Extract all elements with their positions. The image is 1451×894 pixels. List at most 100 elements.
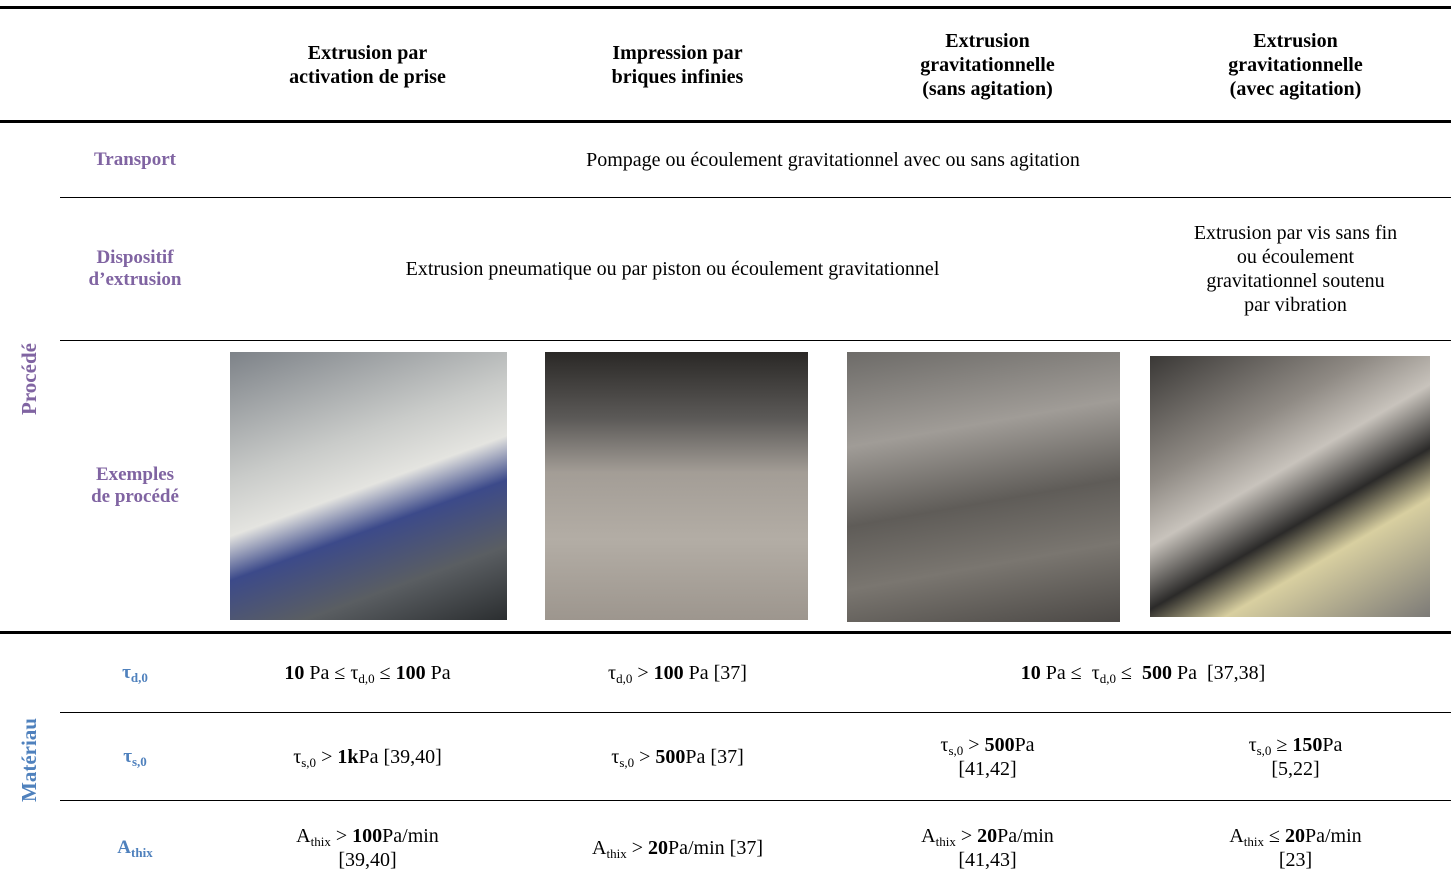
text-run: τ xyxy=(293,745,302,768)
cell: Athix > 20Pa/min [41,43] xyxy=(835,801,1140,894)
text-run: Pa [37] xyxy=(685,745,744,768)
row-label: Exemples de procédé xyxy=(60,341,210,631)
text-run: A xyxy=(117,836,132,858)
text-line: [41,43] xyxy=(958,848,1016,872)
text-run: 100 xyxy=(395,662,426,684)
text-run: > xyxy=(955,824,978,847)
text-line: gravitationnelle xyxy=(1228,53,1363,76)
text-line: gravitationnel soutenu xyxy=(1206,270,1385,292)
text-run: thix xyxy=(606,845,627,861)
header-cell: Extrusion par activation de prise xyxy=(215,9,520,120)
text-run: 500 xyxy=(1141,662,1172,684)
cell: 10 Pa ≤ τd,0 ≤ 100 Pa xyxy=(215,634,520,712)
text-line: 10 Pa ≤ τd,0 ≤ 500 Pa [37,38] xyxy=(1021,661,1266,685)
text-run: Pa/min xyxy=(997,824,1054,847)
text-run: > xyxy=(632,662,654,684)
text-run: > xyxy=(634,745,656,768)
text-run: ≤ xyxy=(374,662,396,684)
header-cell: Impression par briques infinies xyxy=(525,9,830,120)
text-line: Extrusion xyxy=(945,29,1030,52)
text-run: Pa xyxy=(1322,733,1343,756)
text-run: > xyxy=(626,836,648,859)
text-run: [23] xyxy=(1278,848,1313,871)
text-run: 100 xyxy=(352,824,383,847)
text-run: A xyxy=(296,824,311,847)
header-cell: Extrusion gravitationnelle (sans agitation… xyxy=(835,9,1140,120)
group-label: Matériau xyxy=(17,718,41,802)
text-line: Extrusion par vis sans fin xyxy=(1193,222,1398,244)
cell: Athix > 20Pa/min [37] xyxy=(525,801,830,894)
text-run: τ xyxy=(1248,733,1257,756)
text-run: [41,42] xyxy=(958,757,1017,780)
text-line: briques infinies xyxy=(611,65,744,88)
text-run: d,0 xyxy=(130,670,148,685)
text-line: d’extrusion xyxy=(88,269,182,290)
text-run: Pa/min [37] xyxy=(667,836,763,859)
row-label: τs,0 xyxy=(60,713,210,800)
text-line: (sans agitation) xyxy=(922,77,1053,100)
text-run: thix xyxy=(310,833,331,849)
text-line: Athix > 20Pa/min [37] xyxy=(592,836,763,860)
text-run: ≤ xyxy=(1115,662,1142,684)
rule xyxy=(0,631,1451,634)
cell: Pompage ou écoulement gravitationnel ave… xyxy=(215,123,1451,197)
text-line: par vibration xyxy=(1244,294,1347,316)
row-label: τd,0 xyxy=(60,634,210,712)
group-label: Procédé xyxy=(17,343,41,415)
text-run: 10 xyxy=(284,662,305,684)
rule xyxy=(60,197,1451,198)
text-run: 20 xyxy=(1285,824,1305,847)
cell: Extrusion pneumatique ou par piston ou é… xyxy=(215,198,1130,340)
text-run: d,0 xyxy=(1099,671,1116,686)
text-run: > xyxy=(963,733,985,756)
text-line: τd,0 xyxy=(122,662,148,684)
text-run: [41,43] xyxy=(958,848,1017,871)
rule xyxy=(60,800,1451,801)
text-line: [5,22] xyxy=(1271,757,1319,781)
text-run: s,0 xyxy=(131,753,147,769)
text-run: Pa [37] xyxy=(683,662,747,684)
text-run: > xyxy=(330,824,353,847)
text-run: Pa xyxy=(425,662,451,684)
text-run: A xyxy=(1229,824,1244,847)
rule xyxy=(0,6,1451,9)
text-run: ≤ xyxy=(1264,824,1285,847)
text-line: τs,0 xyxy=(123,746,147,768)
text-run: s,0 xyxy=(948,742,964,758)
text-run: 10 xyxy=(1020,662,1041,684)
photo xyxy=(847,352,1120,622)
text-line: Athix ≤ 20Pa/min xyxy=(1229,824,1361,848)
text-run: τ xyxy=(123,745,132,767)
text-run: 100 xyxy=(653,662,684,684)
text-run: τ xyxy=(608,662,617,684)
cell: τs,0 ≥ 150Pa [5,22] xyxy=(1140,713,1451,800)
text-line: Extrusion pneumatique ou par piston ou é… xyxy=(405,258,940,280)
row-label: Athix xyxy=(60,801,210,894)
cell: τs,0 > 500Pa [41,42] xyxy=(835,713,1140,800)
text-line: Extrusion xyxy=(1253,29,1338,52)
text-line: activation de prise xyxy=(289,65,446,88)
text-run: τ xyxy=(122,662,131,683)
header-cell: Extrusion gravitationnelle (avec agitation… xyxy=(1140,9,1451,120)
text-run: Pa [39,40] xyxy=(358,745,442,768)
text-run: τ xyxy=(940,733,949,756)
text-run: 500 xyxy=(984,733,1015,756)
text-line: [39,40] xyxy=(338,848,396,872)
text-line: Athix > 100Pa/min xyxy=(296,824,439,848)
photo xyxy=(545,352,808,620)
row-label: Transport xyxy=(60,123,210,197)
cell: τs,0 > 1kPa [39,40] xyxy=(215,713,520,800)
photo xyxy=(1150,356,1430,617)
text-line: Athix > 20Pa/min xyxy=(921,824,1054,848)
text-line: 10 Pa ≤ τd,0 ≤ 100 Pa xyxy=(284,661,450,685)
text-run: 1k xyxy=(337,745,359,768)
text-run: Pa ≤ τ xyxy=(304,662,359,684)
text-run: [39,40] xyxy=(338,848,397,871)
text-line: Pompage ou écoulement gravitationnel ave… xyxy=(586,149,1080,171)
text-run: 150 xyxy=(1292,733,1323,756)
text-run: s,0 xyxy=(1256,742,1272,758)
text-line: Transport xyxy=(94,149,176,170)
text-line: Exemples xyxy=(95,464,175,485)
text-line: de procédé xyxy=(91,486,179,507)
rule xyxy=(0,120,1451,123)
